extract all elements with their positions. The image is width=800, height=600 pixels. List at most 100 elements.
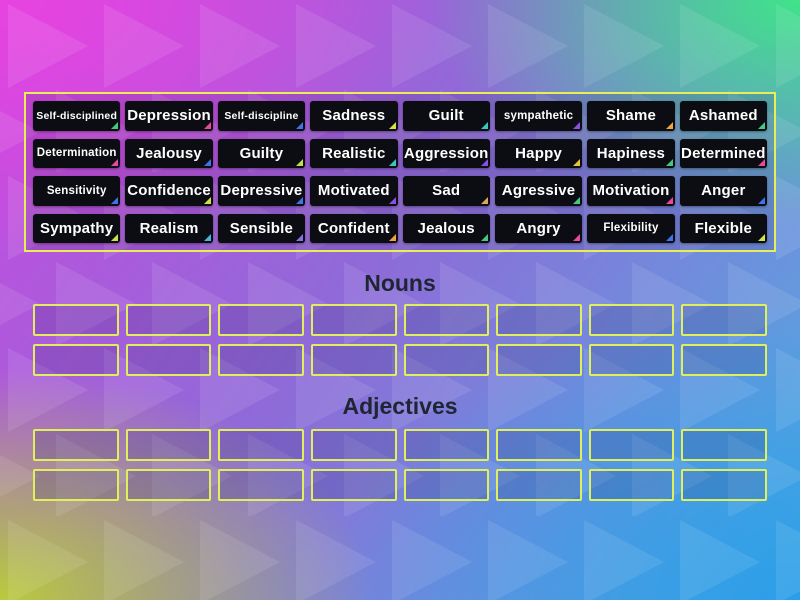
drop-slot[interactable] [588, 304, 675, 336]
word-tile[interactable]: Self-disciplined [33, 101, 121, 131]
drag-corner-icon [665, 121, 673, 129]
word-tile[interactable]: Angry [494, 213, 583, 243]
drop-slot[interactable] [496, 469, 582, 501]
word-tile[interactable]: Flexibility [587, 213, 675, 243]
drop-slot[interactable] [496, 429, 582, 461]
word-tile[interactable]: Motivation [587, 176, 675, 206]
word-tile-label: Determined [681, 144, 766, 162]
drag-corner-icon [203, 121, 211, 129]
drop-slot[interactable] [310, 344, 397, 376]
drag-corner-icon [665, 234, 673, 241]
drop-slot[interactable] [403, 304, 490, 336]
word-tile[interactable]: Depressive [217, 176, 306, 206]
drop-slot[interactable] [403, 344, 490, 376]
drop-slot[interactable] [33, 344, 119, 376]
drop-slot[interactable] [681, 304, 767, 336]
word-tile[interactable]: Confident [310, 213, 398, 243]
drag-corner-icon [388, 196, 396, 204]
drop-slot[interactable] [681, 429, 767, 461]
drop-slot[interactable] [33, 429, 119, 461]
word-tile[interactable]: Shame [587, 101, 675, 131]
drag-corner-icon [111, 121, 119, 129]
word-tile[interactable]: Ashamed [679, 101, 767, 131]
drag-corner-icon [480, 121, 488, 129]
drop-slot[interactable] [681, 469, 767, 501]
word-tile-label: Jealousy [136, 144, 202, 162]
drop-slot[interactable] [218, 304, 304, 336]
word-tile-label: Motivated [317, 182, 390, 200]
word-tile[interactable]: Realistic [310, 138, 398, 168]
drop-slot[interactable] [218, 469, 304, 501]
drag-corner-icon [296, 121, 304, 129]
word-tile[interactable]: Motivated [310, 176, 398, 206]
word-tile[interactable]: Anger [679, 176, 767, 206]
word-tile[interactable]: Sympathy [33, 213, 121, 243]
drop-slot[interactable] [125, 429, 212, 461]
word-tile[interactable]: Determined [679, 138, 767, 168]
drag-corner-icon [480, 159, 488, 166]
word-tile[interactable]: Depression [125, 101, 213, 131]
word-tile[interactable]: Self-discipline [217, 101, 306, 131]
drop-slot[interactable] [588, 344, 675, 376]
drag-corner-icon [480, 196, 488, 204]
drop-slot[interactable] [125, 304, 212, 336]
word-tile-label: Jealous [417, 219, 475, 237]
word-tile-label: Hapiness [596, 144, 666, 162]
word-tile-label: Flexibility [603, 222, 659, 235]
drag-corner-icon [758, 196, 765, 204]
drop-slot[interactable] [33, 304, 119, 336]
drag-corner-icon [388, 234, 396, 241]
drop-slot[interactable] [496, 304, 582, 336]
drag-corner-icon [665, 196, 673, 204]
word-tile[interactable]: Guilty [217, 138, 306, 168]
word-tile[interactable]: Agressive [494, 176, 583, 206]
word-tile-label: Sympathy [40, 219, 114, 237]
word-tile-label: Motivation [592, 182, 670, 200]
word-tile[interactable]: Hapiness [587, 138, 675, 168]
word-tile[interactable]: Determination [33, 138, 121, 168]
word-tile[interactable]: Aggression [402, 138, 490, 168]
word-tile[interactable]: Flexible [679, 213, 767, 243]
word-tile[interactable]: Confidence [125, 176, 213, 206]
drop-slot[interactable] [310, 304, 397, 336]
drag-corner-icon [203, 234, 211, 241]
drop-slot[interactable] [403, 469, 490, 501]
drop-slot[interactable] [33, 469, 119, 501]
word-tile[interactable]: Happy [494, 138, 583, 168]
drop-slot[interactable] [403, 429, 490, 461]
word-tile-label: Sadness [322, 107, 386, 125]
word-tile[interactable]: Guilt [402, 101, 490, 131]
drag-corner-icon [480, 234, 488, 241]
drop-slot[interactable] [588, 469, 675, 501]
word-tile-label: Sensitivity [46, 184, 107, 197]
word-tile[interactable]: Sadness [310, 101, 398, 131]
drag-corner-icon [573, 159, 581, 166]
drop-slot[interactable] [218, 344, 304, 376]
word-tile-label: Anger [701, 182, 746, 200]
drop-slot[interactable] [588, 429, 675, 461]
drop-slot[interactable] [125, 469, 212, 501]
word-tile-label: Angry [516, 219, 561, 237]
word-tile-label: Self-discipline [224, 109, 299, 122]
drop-slot[interactable] [681, 344, 767, 376]
word-tile[interactable]: Realism [125, 213, 213, 243]
drop-slot[interactable] [218, 429, 304, 461]
word-tile-label: Depressive [220, 182, 303, 200]
word-tile[interactable]: Sad [402, 176, 490, 206]
drop-slot[interactable] [496, 344, 582, 376]
word-tile-label: sympathetic [503, 109, 574, 122]
drag-corner-icon [758, 159, 765, 166]
word-tile[interactable]: Jealous [402, 213, 490, 243]
tile-board: Self-disciplined Depression Self-disciplin… [24, 92, 776, 252]
drag-corner-icon [111, 159, 119, 166]
drop-slot[interactable] [310, 469, 397, 501]
word-tile[interactable]: sympathetic [494, 101, 583, 131]
drop-slot[interactable] [125, 344, 212, 376]
drop-slot[interactable] [310, 429, 397, 461]
word-tile-label: Depression [127, 107, 211, 125]
word-tile[interactable]: Jealousy [125, 138, 213, 168]
group-heading-nouns: Nouns [364, 270, 436, 296]
word-tile[interactable]: Sensible [217, 213, 306, 243]
word-tile[interactable]: Sensitivity [33, 176, 121, 206]
